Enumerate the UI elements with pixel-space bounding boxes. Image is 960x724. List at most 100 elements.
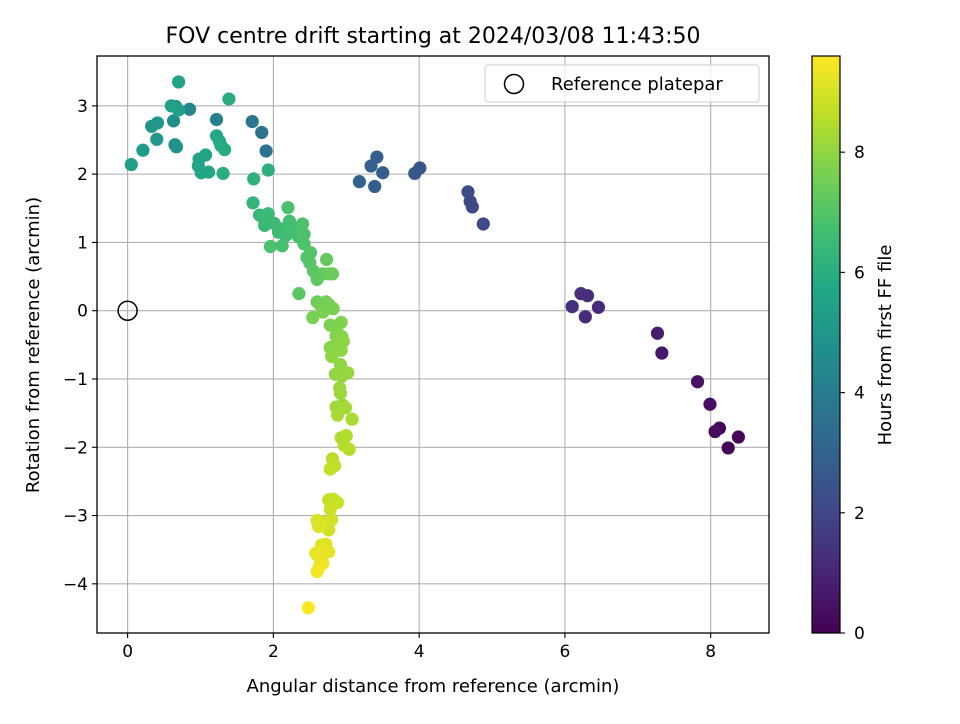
data-point [247,172,261,186]
data-point [323,502,337,517]
data-point [306,310,320,325]
x-axis-ticks: 0 2 4 6 8 [122,633,716,662]
colorbar-tick-label: 6 [854,263,865,283]
data-point [345,412,359,426]
data-point [690,375,705,389]
grid-lines [97,56,769,633]
colorbar-ticks: 0 2 4 6 8 [840,143,865,644]
y-tick-label: −1 [63,370,88,390]
data-point [342,442,356,456]
data-point [182,102,197,116]
colorbar-label: Hours from first FF file [875,245,896,446]
data-point [316,305,330,319]
data-point [169,140,184,154]
legend-reference-marker [503,73,525,95]
colorbar-tick-label: 0 [854,624,865,644]
data-point [303,246,318,260]
data-point [209,112,224,127]
data-point [217,142,232,157]
data-point [150,132,164,146]
data-point [341,366,355,380]
plot-frame [96,55,770,634]
data-point [245,114,259,129]
data-point [376,166,390,180]
data-point [259,144,273,158]
data-point [216,166,230,181]
data-point [330,408,345,422]
y-tick-label: 0 [77,302,88,322]
data-point [325,267,340,281]
x-tick-label: 4 [414,642,425,662]
colorbar-tick-label: 4 [854,384,865,404]
data-point [301,601,315,615]
y-tick-label: −2 [63,438,88,458]
data-point [565,300,579,314]
data-point [201,165,216,179]
data-point [246,196,260,210]
data-point [319,252,334,267]
data-point [591,300,606,314]
data-point [339,429,353,443]
y-tick-label: −4 [63,575,88,595]
legend: Reference platepar [484,64,760,103]
data-point [311,519,326,534]
data-point [292,287,306,301]
data-point [124,157,138,172]
x-tick-label: 8 [705,642,716,662]
chart-title: FOV centre drift starting at 2024/03/08 … [166,24,701,49]
colorbar-tick-label: 2 [854,504,865,524]
data-point [198,148,213,162]
data-point [364,159,378,173]
data-point [476,217,490,231]
data-point [578,310,592,324]
data-point [136,143,150,157]
data-point [333,386,348,400]
legend-entry-label: Reference platepar [551,74,723,95]
data-point [297,227,311,241]
data-point [325,349,339,364]
x-tick-label: 0 [122,642,133,662]
data-point [256,211,270,225]
x-tick-label: 2 [268,642,279,662]
y-tick-label: 1 [77,233,88,253]
data-point [408,166,422,181]
data-point [295,217,310,231]
data-point [352,175,366,189]
data-point [336,334,350,349]
data-point [255,125,269,140]
y-tick-label: −3 [63,507,88,527]
data-point [281,200,295,215]
data-point [655,346,669,360]
colorbar: 0 2 4 6 8 Hours from first FF file [811,55,896,644]
data-point [368,179,382,194]
data-point [703,397,717,411]
data-points [124,75,745,615]
data-point [323,462,337,476]
x-axis-label: Angular distance from reference (arcmin) [247,676,620,697]
reference-marker-layer [117,300,138,321]
y-axis-ticks: −4 −3 −2 −1 0 1 2 3 [63,97,97,595]
legend-box [484,64,760,103]
data-point [650,326,665,340]
data-point [334,315,348,329]
y-tick-label: 2 [77,165,88,185]
data-point [721,441,735,455]
data-point [263,239,278,254]
reference-platepar-marker [117,300,138,321]
data-point [166,114,181,128]
x-tick-label: 6 [560,642,571,662]
data-point [222,92,236,106]
data-point [309,546,323,560]
data-point [461,185,475,199]
data-point [731,430,745,444]
y-axis-label: Rotation from reference (arcmin) [23,197,44,493]
colorbar-tick-label: 8 [854,143,865,163]
data-point [275,239,289,253]
colorbar-gradient [811,55,841,634]
data-point [164,99,178,113]
data-point [708,424,722,439]
data-point [326,302,340,316]
data-point [574,287,588,301]
